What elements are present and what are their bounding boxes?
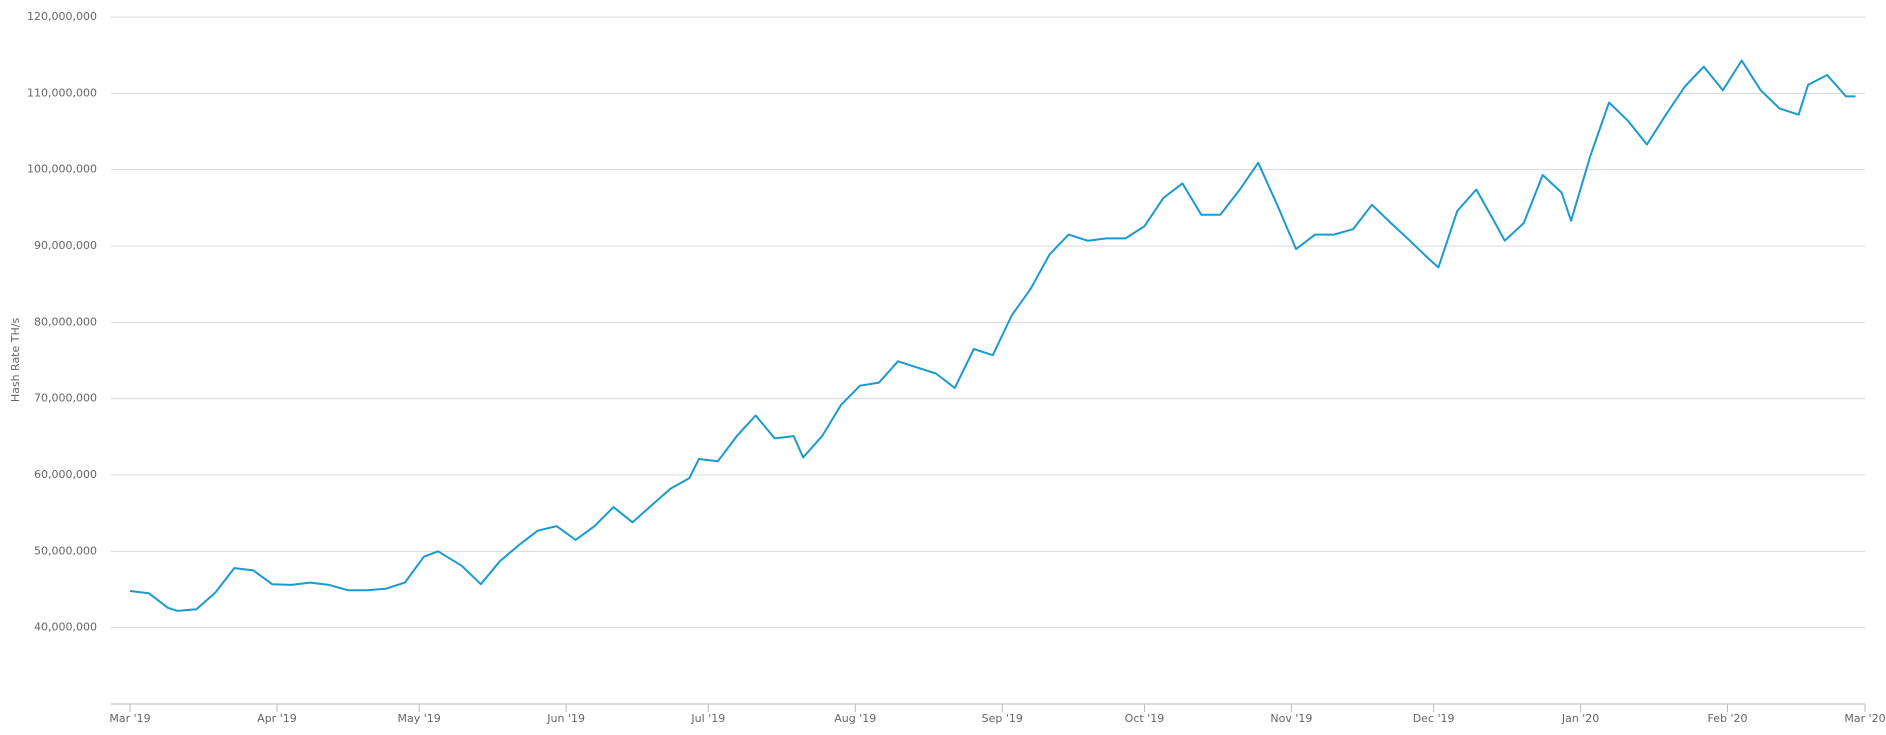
x-tick-label: Jun '19	[546, 712, 585, 725]
y-tick-label: 120,000,000	[27, 10, 97, 23]
y-tick-label: 60,000,000	[34, 468, 97, 481]
y-tick-label: 110,000,000	[27, 86, 97, 99]
y-tick-label: 90,000,000	[34, 239, 97, 252]
x-tick-label: May '19	[398, 712, 441, 725]
x-tick-label: Apr '19	[257, 712, 297, 725]
x-tick-label: Aug '19	[834, 712, 876, 725]
y-axis-label: Hash Rate TH/s	[9, 318, 22, 403]
x-tick-label: Mar '19	[109, 712, 150, 725]
x-tick-label: Jul '19	[690, 712, 725, 725]
x-tick-label: Oct '19	[1125, 712, 1165, 725]
y-tick-label: 50,000,000	[34, 544, 97, 557]
y-tick-label: 70,000,000	[34, 392, 97, 405]
x-tick-label: Jan '20	[1561, 712, 1599, 725]
data-line	[129, 59, 1856, 612]
y-tick-label: 40,000,000	[34, 621, 97, 634]
y-tick-label: 100,000,000	[27, 163, 97, 176]
y-tick-label: 80,000,000	[34, 315, 97, 328]
x-tick-label: Mar '20	[1844, 712, 1885, 725]
x-tick-label: Sep '19	[982, 712, 1023, 725]
x-tick-label: Nov '19	[1270, 712, 1312, 725]
x-tick-label: Feb '20	[1708, 712, 1748, 725]
x-tick-label: Dec '19	[1413, 712, 1455, 725]
